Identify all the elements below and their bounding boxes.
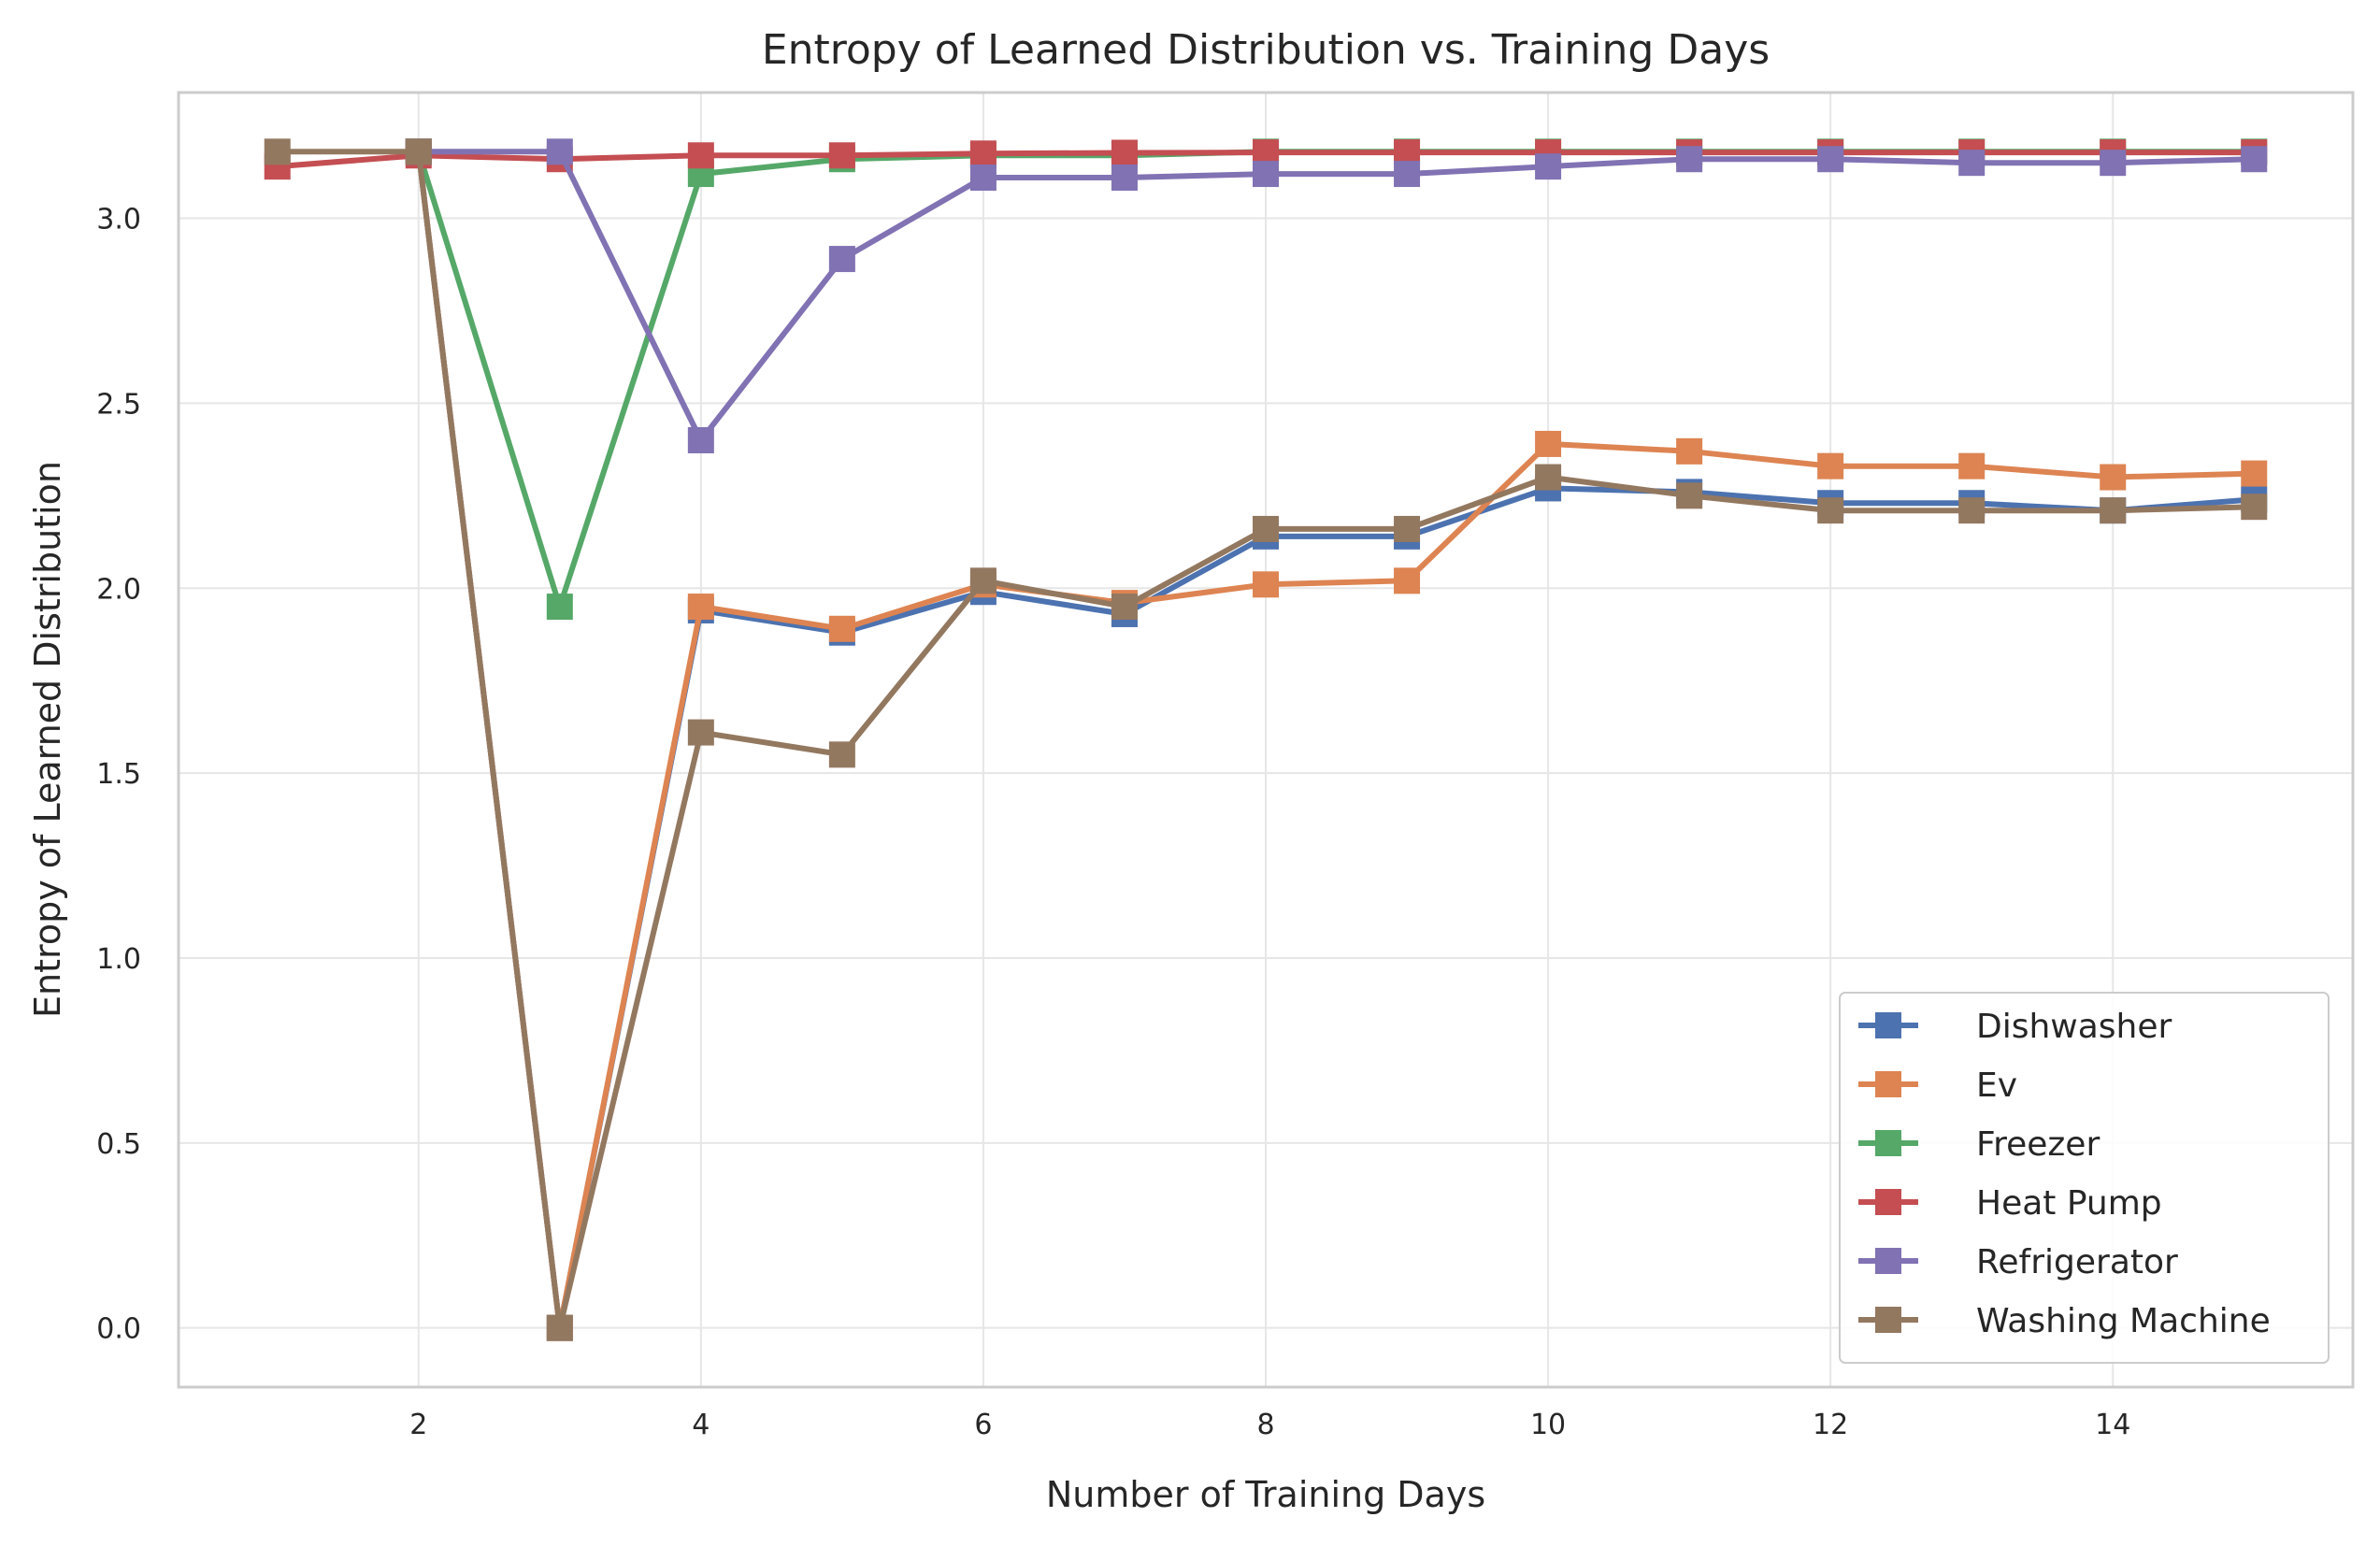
data-point	[1111, 139, 1138, 166]
data-point	[1111, 165, 1138, 192]
legend: Dishwasher Ev Freezer Heat Pump Refrigerator…	[1839, 992, 2330, 1364]
data-point	[1253, 161, 1279, 188]
series-layer	[264, 138, 2268, 1341]
chart-title: Entropy of Learned Distribution vs. Trai…	[762, 26, 1770, 74]
legend-items: Dishwasher Ev Freezer Heat Pump Refrigerator…	[1858, 1008, 2271, 1340]
data-point	[1676, 146, 1703, 173]
series-line-dishwasher	[415, 150, 2255, 1331]
series-refrigerator	[405, 138, 2268, 453]
x-tick-label: 4	[692, 1409, 710, 1441]
legend-marker	[1875, 1307, 1901, 1333]
x-tick-label: 2	[409, 1409, 427, 1441]
legend-marker	[1875, 1248, 1901, 1274]
data-point	[687, 594, 714, 621]
data-point	[1676, 482, 1703, 509]
data-point	[2100, 497, 2127, 524]
data-point	[264, 138, 291, 165]
data-point	[1817, 497, 1844, 524]
series-washing-machine	[264, 138, 2268, 1341]
x-axis-label: Number of Training Days	[1046, 1474, 1485, 1515]
data-point	[828, 615, 855, 642]
legend-item-dishwasher: Dishwasher	[1858, 1008, 2172, 1046]
data-point	[828, 741, 855, 768]
data-point	[1958, 150, 1986, 177]
data-point	[1394, 161, 1421, 188]
data-point	[2100, 150, 2127, 177]
x-tick-label: 14	[2095, 1409, 2130, 1441]
data-point	[687, 426, 714, 453]
legend-label: Refrigerator	[1976, 1243, 2178, 1281]
y-axis-label: Entropy of Learned Distribution	[27, 461, 68, 1018]
y-tick-label: 2.5	[96, 388, 141, 421]
legend-box	[1839, 992, 2330, 1364]
data-point	[1676, 437, 1703, 465]
data-point	[546, 138, 573, 165]
legend-label: Dishwasher	[1976, 1008, 2172, 1046]
legend-marker	[1875, 1130, 1901, 1156]
x-tick-label: 8	[1256, 1409, 1274, 1441]
legend-marker	[1875, 1012, 1901, 1038]
data-point	[1535, 430, 1562, 457]
x-tick-label: 6	[974, 1409, 992, 1441]
data-point	[2241, 146, 2268, 173]
y-tick-label: 0.0	[96, 1313, 141, 1346]
legend-item-refrigerator: Refrigerator	[1858, 1243, 2178, 1281]
data-point	[2241, 494, 2268, 521]
y-tick-label: 1.0	[96, 943, 141, 976]
y-tick-label: 0.5	[96, 1128, 141, 1161]
data-point	[1111, 594, 1138, 621]
y-tick-label: 3.0	[96, 204, 141, 236]
legend-item-heat-pump: Heat Pump	[1858, 1184, 2162, 1223]
legend-item-ev: Ev	[1858, 1066, 2017, 1105]
legend-item-freezer: Freezer	[1858, 1125, 2100, 1164]
data-point	[969, 140, 996, 167]
data-point	[1958, 497, 1986, 524]
data-point	[546, 1314, 573, 1341]
data-point	[687, 719, 714, 746]
data-point	[1817, 452, 1844, 480]
data-point	[546, 594, 573, 621]
legend-label: Freezer	[1976, 1125, 2100, 1164]
data-point	[1253, 571, 1279, 598]
data-point	[1253, 515, 1279, 542]
tick-labels: 2 4 6 8 10 12 14 0.0 0.5 1.0 1.5 2.0 2.5 3.0	[96, 204, 2130, 1441]
data-point	[1394, 567, 1421, 594]
data-point	[1535, 464, 1562, 491]
grid	[179, 93, 2353, 1387]
data-point	[1535, 153, 1562, 180]
data-point	[1817, 146, 1844, 173]
legend-item-washing-machine: Washing Machine	[1858, 1302, 2271, 1340]
series-line-ev	[415, 150, 2255, 1331]
data-point	[405, 138, 432, 165]
series-freezer	[405, 138, 2268, 621]
x-tick-label: 12	[1813, 1409, 1848, 1441]
legend-label: Washing Machine	[1976, 1302, 2271, 1340]
y-tick-label: 1.5	[96, 758, 141, 791]
legend-label: Heat Pump	[1976, 1184, 2162, 1223]
data-point	[687, 142, 714, 169]
data-point	[969, 567, 996, 594]
legend-marker	[1875, 1071, 1901, 1097]
data-point	[1394, 515, 1421, 542]
data-point	[969, 165, 996, 192]
data-point	[1958, 452, 1986, 480]
y-tick-label: 2.0	[96, 573, 141, 606]
plot-frame	[177, 91, 2355, 1389]
series-line-refrigerator	[418, 149, 2255, 443]
legend-marker	[1875, 1189, 1901, 1215]
legend-label: Ev	[1976, 1066, 2017, 1105]
x-tick-label: 10	[1530, 1409, 1566, 1441]
data-point	[2241, 460, 2268, 487]
data-point	[828, 142, 855, 169]
data-point	[2100, 464, 2127, 491]
data-point	[828, 246, 855, 273]
